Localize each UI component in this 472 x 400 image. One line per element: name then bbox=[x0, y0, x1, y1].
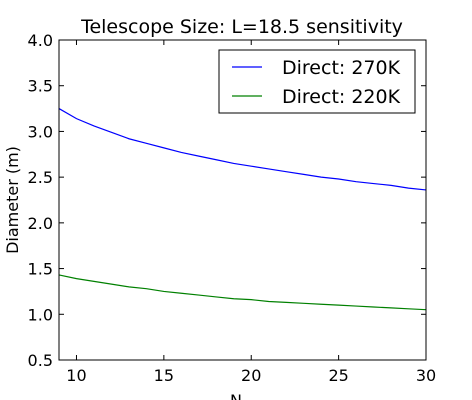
y-tick-label: 1.5 bbox=[28, 260, 53, 279]
x-tick-label: 10 bbox=[66, 366, 86, 385]
x-tick-label: 15 bbox=[154, 366, 174, 385]
y-tick-label: 2.0 bbox=[28, 214, 53, 233]
x-tick-label: 20 bbox=[241, 366, 261, 385]
x-axis-label: N bbox=[230, 391, 242, 400]
chart-title: Telescope Size: L=18.5 sensitivity bbox=[80, 16, 403, 38]
y-tick-label: 3.0 bbox=[28, 122, 53, 141]
legend-label-1: Direct: 220K bbox=[282, 86, 401, 108]
series-line-0 bbox=[58, 108, 427, 191]
x-tick-label: 30 bbox=[416, 366, 436, 385]
series-line-1 bbox=[58, 274, 427, 311]
legend-label-0: Direct: 270K bbox=[282, 57, 401, 79]
y-tick-label: 2.5 bbox=[28, 168, 53, 187]
x-tick-label: 25 bbox=[328, 366, 348, 385]
series-layer bbox=[58, 108, 427, 311]
y-tick-label: 1.0 bbox=[28, 305, 53, 324]
legend: Direct: 270K Direct: 220K bbox=[218, 49, 416, 114]
tick-layer: 10 15 20 25 30 0.5 1.0 1.5 2.0 2.5 3.0 3.5 4.0 bbox=[28, 31, 437, 385]
y-tick-label: 0.5 bbox=[28, 351, 53, 370]
y-tick-label: 4.0 bbox=[28, 31, 53, 50]
y-axis-label: Diameter (m) bbox=[3, 146, 22, 254]
y-tick-label: 3.5 bbox=[28, 77, 53, 96]
plot-frame bbox=[58, 39, 427, 361]
legend-box bbox=[218, 49, 416, 114]
